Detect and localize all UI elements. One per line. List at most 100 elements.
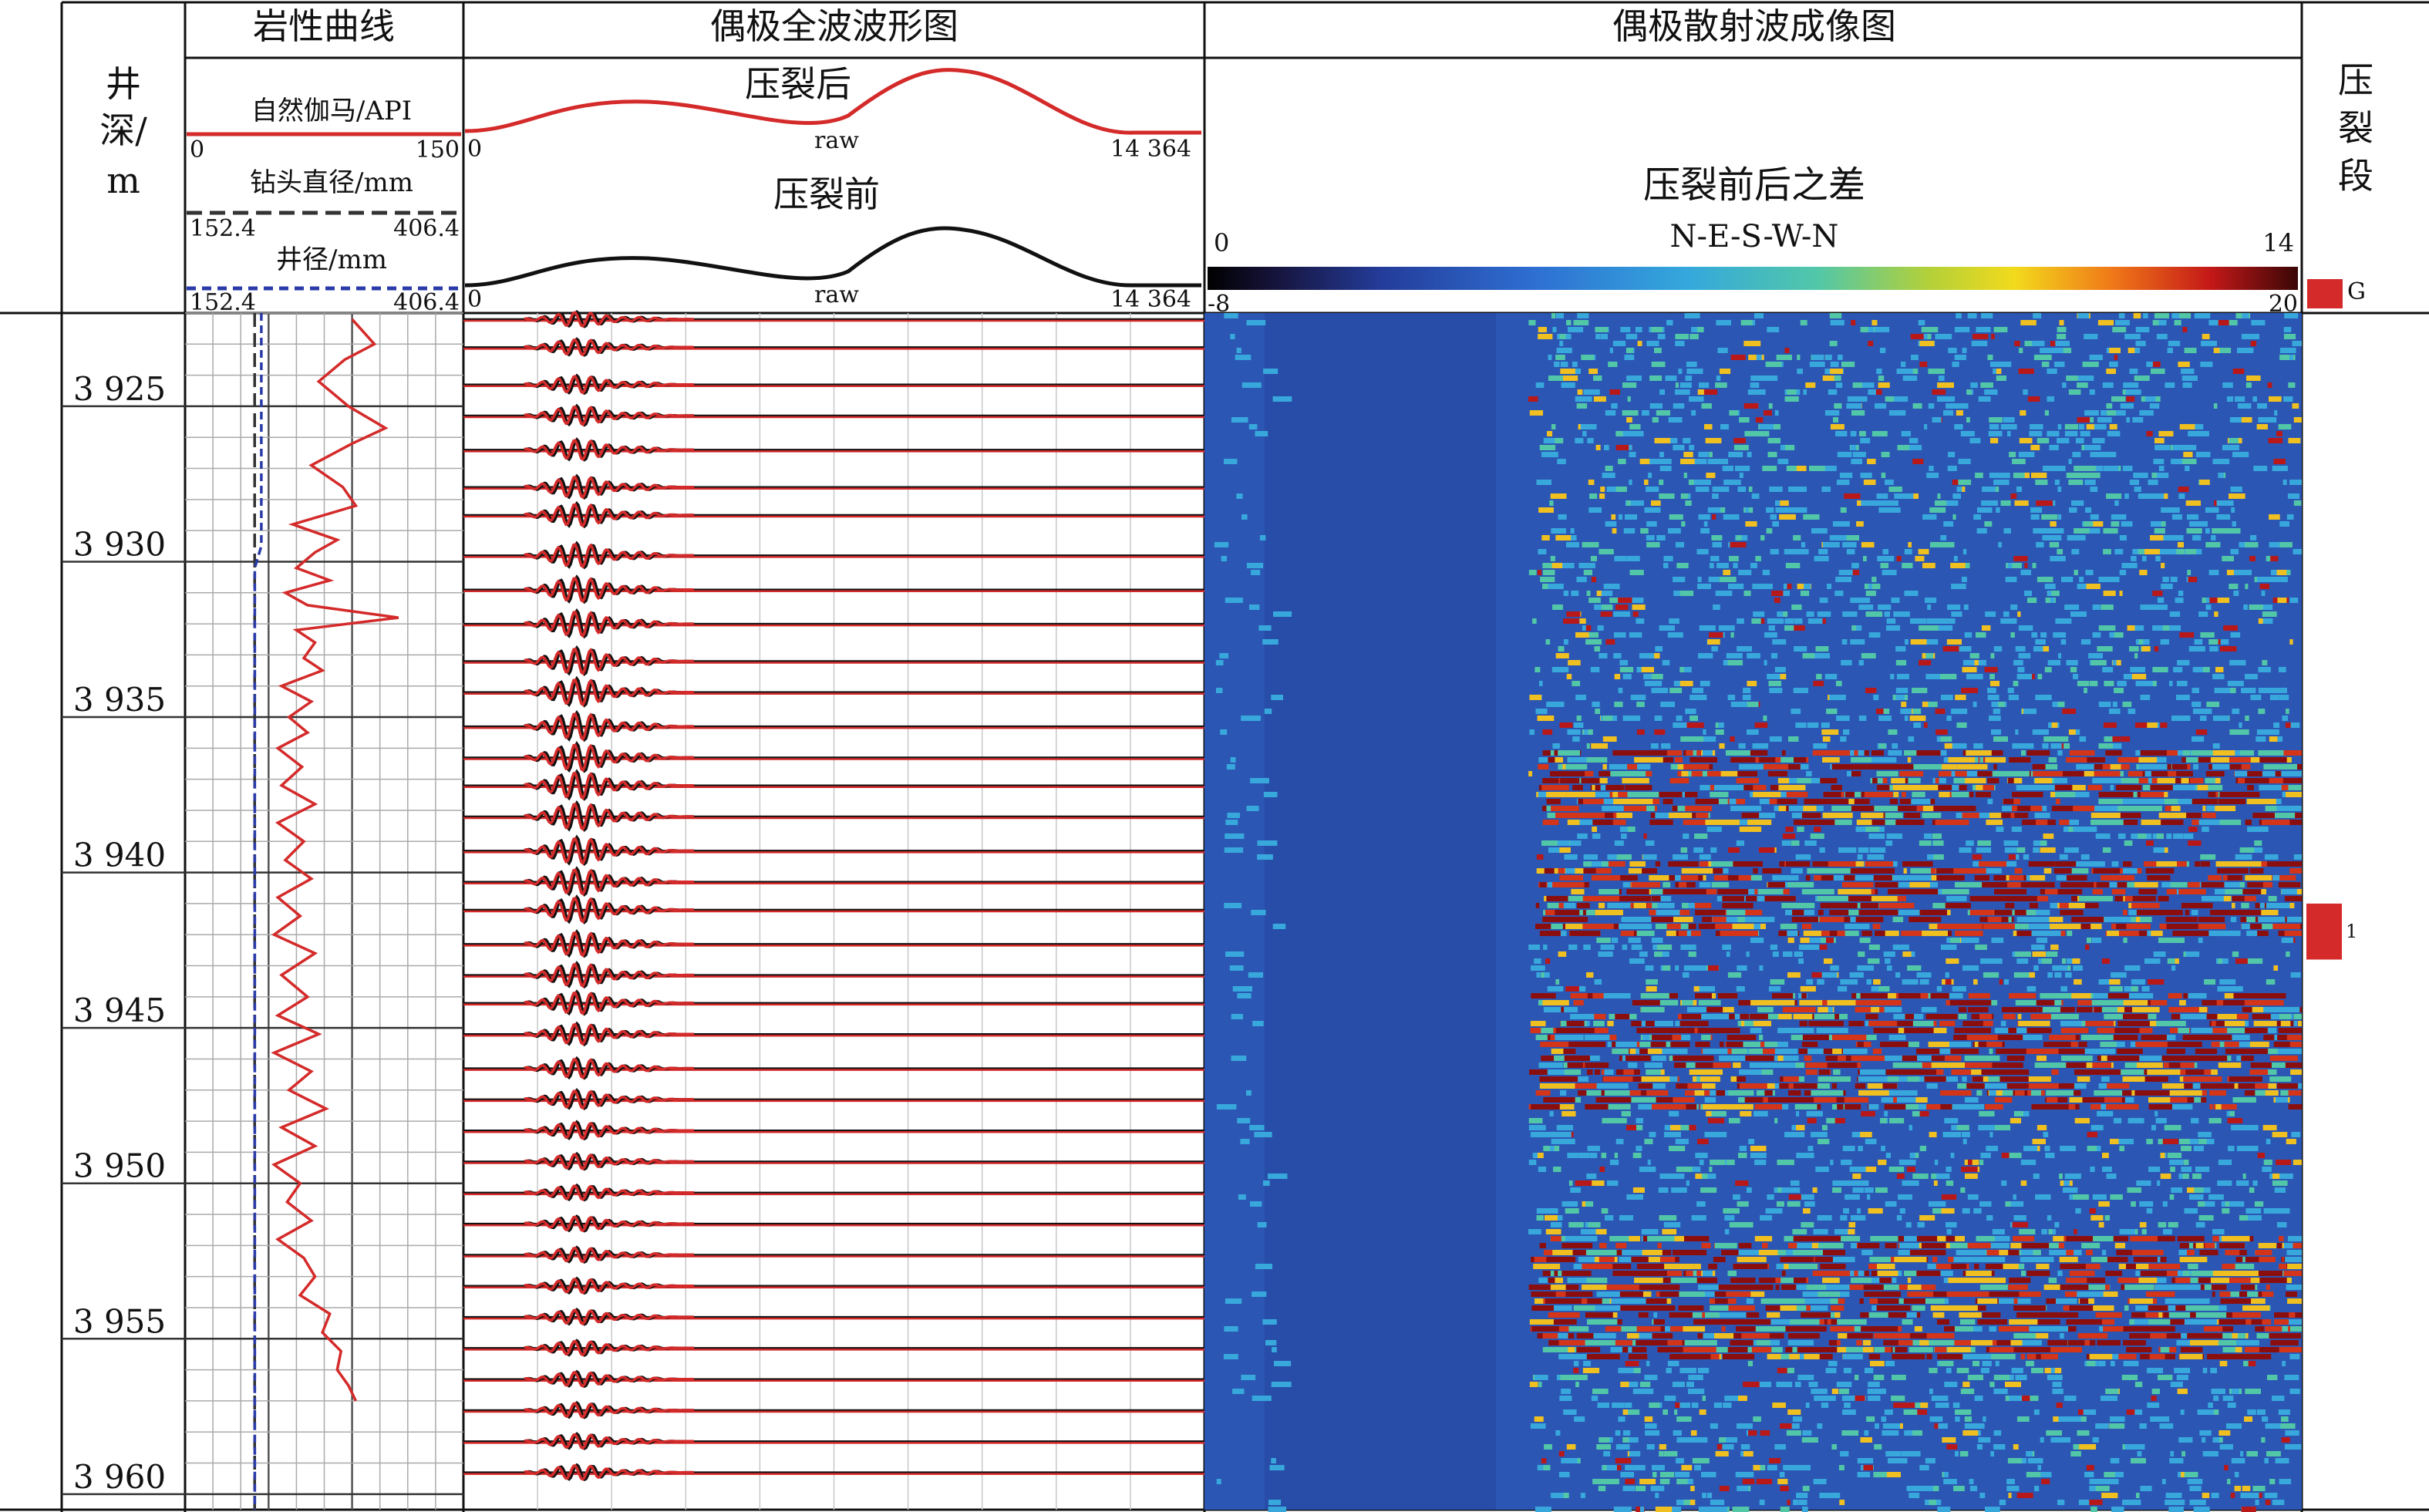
heatmap-cell — [1878, 604, 1892, 610]
heatmap-cell — [2275, 1097, 2288, 1103]
heatmap-cell — [2144, 1180, 2148, 1186]
heatmap-cell — [1995, 1097, 2013, 1103]
heatmap-cell — [1605, 861, 1626, 867]
heatmap-cell — [1646, 1021, 1655, 1026]
heatmap-cell — [2016, 785, 2045, 790]
heatmap-cell — [1588, 507, 1602, 513]
heatmap-cell — [1751, 618, 1761, 624]
heatmap-cell — [1844, 1194, 1853, 1200]
heatmap-cell — [1690, 716, 1698, 721]
heatmap-cell — [1619, 660, 1628, 665]
heatmap-cell — [1788, 625, 1805, 631]
heatmap-cell — [1693, 1167, 1701, 1172]
heatmap-cell — [1641, 667, 1654, 672]
heatmap-cell — [2045, 1153, 2055, 1158]
heatmap-cell — [1551, 1049, 1567, 1054]
heatmap-cell — [1935, 709, 1946, 714]
heatmap-cell — [2206, 702, 2220, 707]
heatmap-cell — [1662, 660, 1670, 665]
heatmap-cell — [1660, 702, 1675, 707]
heatmap-cell — [1655, 861, 1661, 867]
heatmap-cell — [1646, 986, 1657, 992]
heatmap-cell — [1583, 570, 1592, 575]
heatmap-cell — [1798, 1076, 1804, 1082]
heatmap-cell — [1989, 417, 2003, 423]
heatmap-cell — [2026, 750, 2050, 756]
heatmap-cell — [1612, 1042, 1616, 1047]
heatmap-cell — [1653, 792, 1669, 797]
heatmap-cell — [2060, 639, 2067, 645]
heatmap-cell — [1764, 410, 1772, 416]
heatmap-cell — [2276, 577, 2288, 582]
heatmap-cell — [1837, 1049, 1868, 1054]
heatmap-cell — [2063, 875, 2087, 881]
heatmap-cell — [2098, 625, 2116, 631]
heatmap-cell — [1972, 1076, 1983, 1082]
heatmap-cell — [1782, 1007, 1816, 1012]
heatmap-cell — [1582, 910, 1586, 915]
frac-title-line-2: 裂 — [2338, 107, 2373, 149]
heatmap-cell — [2104, 736, 2114, 742]
heatmap-cell — [2182, 327, 2188, 332]
heatmap-cell — [1575, 1180, 1592, 1186]
heatmap-cell — [1711, 882, 1730, 887]
heatmap-cell — [1904, 591, 1919, 596]
heatmap-cell — [1787, 931, 1798, 936]
heatmap-cell — [1759, 965, 1764, 971]
heatmap-cell — [2109, 632, 2118, 638]
heatmap-cell — [2035, 639, 2046, 645]
heatmap-cell — [1996, 473, 2010, 478]
heatmap-cell — [1868, 875, 1892, 881]
heatmap-cell — [1838, 785, 1842, 790]
heatmap-cell — [1693, 965, 1707, 971]
heatmap-cell — [2111, 521, 2120, 527]
heatmap-cell — [2269, 542, 2280, 547]
heatmap-cell — [1698, 452, 1709, 457]
heatmap-cell — [1246, 320, 1266, 325]
heatmap-cell — [1844, 535, 1859, 540]
heatmap-cell — [2019, 348, 2023, 353]
heatmap-cell — [1868, 632, 1881, 638]
heatmap-cell — [1619, 924, 1650, 929]
heatmap-cell — [1981, 313, 1992, 318]
heatmap-cell — [1600, 951, 1613, 957]
heatmap-cell — [2113, 1118, 2122, 1123]
waveform-trace-after — [524, 1215, 694, 1233]
heatmap-cell — [2215, 861, 2243, 867]
heatmap-cell — [1669, 618, 1679, 624]
heatmap-cell — [1528, 945, 1540, 950]
heatmap-cell — [2018, 473, 2025, 478]
heatmap-cell — [2232, 369, 2245, 374]
heatmap-cell — [1912, 709, 1922, 714]
heatmap-cell — [1652, 1035, 1673, 1040]
heatmap-cell — [2238, 1083, 2256, 1089]
heatmap-cell — [2246, 375, 2261, 381]
heatmap-cell — [1669, 1146, 1686, 1151]
heatmap-cell — [1697, 584, 1711, 589]
heatmap-cell — [1607, 1042, 1637, 1047]
heatmap-cell — [2239, 722, 2242, 728]
heatmap-cell — [1755, 417, 1764, 423]
heatmap-cell — [2027, 396, 2040, 402]
heatmap-cell — [2103, 549, 2111, 554]
heatmap-cell — [1854, 598, 1871, 603]
heatmap-cell — [1557, 459, 1566, 464]
heatmap-cell — [1943, 521, 1954, 527]
heatmap-cell — [1894, 493, 1911, 499]
heatmap-cell — [2191, 1028, 2213, 1033]
heatmap-cell — [1961, 688, 1973, 693]
heatmap-cell — [1834, 903, 1858, 908]
heatmap-cell — [2086, 584, 2101, 589]
heatmap-cell — [1762, 466, 1777, 471]
heatmap-cell — [1632, 632, 1637, 638]
heatmap-cell — [1740, 1111, 1752, 1116]
azimuth-max-label: 14 — [2262, 228, 2294, 258]
heatmap-cell — [2082, 362, 2099, 367]
heatmap-cell — [1719, 507, 1726, 513]
heatmap-cell — [1663, 556, 1673, 561]
heatmap-cell — [1675, 341, 1685, 346]
heatmap-cell — [1873, 1028, 1907, 1033]
heatmap-cell — [1937, 382, 1954, 388]
heatmap-cell — [2277, 1035, 2287, 1040]
heatmap-cell — [1878, 903, 1911, 908]
